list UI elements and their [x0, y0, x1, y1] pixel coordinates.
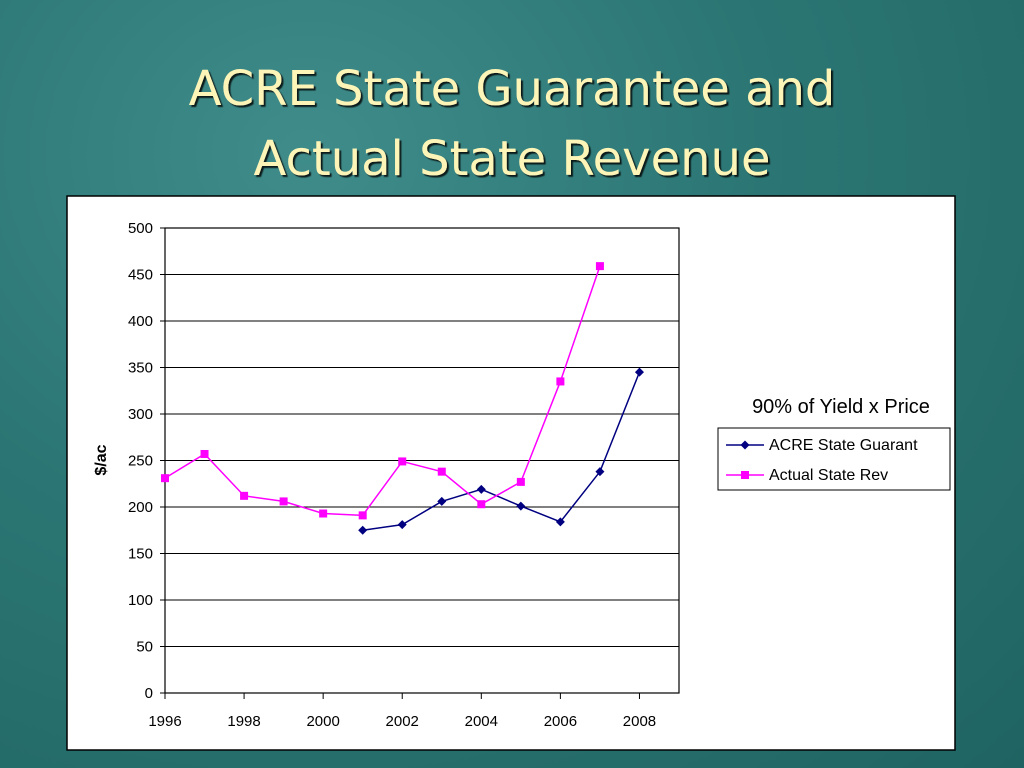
square-marker [398, 457, 407, 466]
series-line [164, 265, 601, 517]
square-marker [477, 500, 486, 509]
legend-box [717, 427, 951, 491]
x-tick-label: 2000 [306, 713, 339, 730]
square-marker [200, 449, 209, 458]
y-tick-label: 500 [128, 220, 153, 237]
plot-frame [164, 227, 680, 694]
square-marker [437, 467, 446, 476]
diamond-marker [397, 520, 407, 530]
title-line: Actual State Revenue [254, 131, 771, 187]
y-tick-label: 250 [128, 453, 153, 470]
diamond-marker [555, 517, 565, 527]
y-tick-label: 300 [128, 406, 153, 423]
diamond-marker [437, 496, 447, 506]
square-marker [279, 497, 288, 506]
diamond-marker [634, 367, 644, 377]
square-marker [556, 377, 565, 386]
square-marker [595, 262, 604, 271]
legend-label: Actual State Rev [769, 467, 888, 484]
square-marker [161, 474, 169, 483]
x-tick-label: 2002 [386, 713, 419, 730]
square-marker [319, 509, 328, 518]
y-tick-label: 0 [145, 685, 153, 702]
legend-title: 90% of Yield x Price [752, 396, 930, 418]
y-tick-label: 50 [136, 639, 153, 656]
legend-label: ACRE State Guarant [769, 437, 918, 454]
diamond-marker [595, 467, 605, 477]
y-tick-label: 150 [128, 546, 153, 563]
x-tick-label: 1996 [148, 713, 181, 730]
square-marker [358, 511, 367, 520]
square-marker [516, 477, 525, 486]
x-tick-label: 2006 [544, 713, 577, 730]
series-line [362, 371, 641, 531]
y-tick-label: 400 [128, 313, 153, 330]
title-line: ACRE State Guarantee and [189, 61, 836, 117]
x-tick-label: 1998 [227, 713, 260, 730]
y-axis-label: $/ac [93, 444, 110, 475]
diamond-marker [358, 525, 368, 535]
y-tick-label: 200 [128, 499, 153, 516]
y-tick-label: 100 [128, 592, 153, 609]
y-tick-label: 450 [128, 267, 153, 284]
diamond-marker [476, 484, 486, 494]
diamond-marker [740, 440, 750, 450]
square-marker [741, 471, 749, 479]
square-marker [240, 491, 249, 500]
x-tick-label: 2008 [623, 713, 656, 730]
y-tick-label: 350 [128, 360, 153, 377]
diamond-marker [516, 501, 526, 511]
x-tick-label: 2004 [465, 713, 498, 730]
